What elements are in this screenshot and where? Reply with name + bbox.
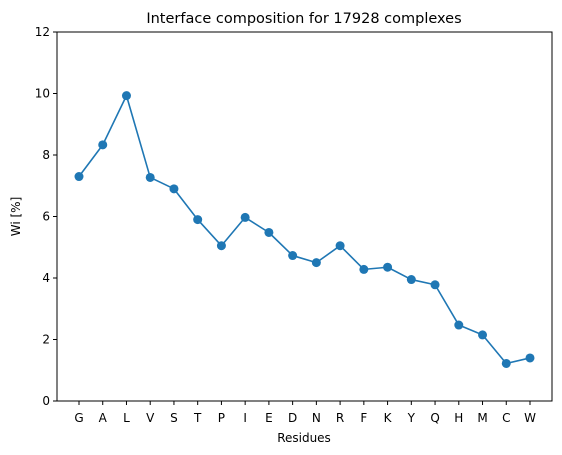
data-point-I [240, 212, 250, 222]
data-point-C [501, 358, 511, 368]
data-point-K [383, 262, 393, 272]
y-tick-label: 0 [42, 394, 50, 408]
data-point-G [74, 172, 84, 182]
x-tick-label: G [74, 411, 83, 425]
y-axis-label: Wi [%] [9, 197, 23, 237]
x-tick-label: W [524, 411, 536, 425]
x-tick-label: P [218, 411, 225, 425]
series-layer [74, 91, 535, 368]
y-tick-label: 2 [42, 333, 50, 347]
data-point-W [525, 353, 535, 363]
x-tick-label: C [502, 411, 510, 425]
x-tick-label: L [123, 411, 130, 425]
x-tick-label: Q [430, 411, 439, 425]
data-point-Q [430, 280, 440, 290]
x-tick-label: A [99, 411, 108, 425]
y-tick-label: 8 [42, 148, 50, 162]
data-point-L [121, 91, 131, 101]
y-tick-label: 12 [35, 25, 50, 39]
x-axis-label: Residues [277, 431, 331, 445]
data-point-E [264, 227, 274, 237]
x-tick-label: K [384, 411, 393, 425]
x-tick-label: F [360, 411, 367, 425]
data-point-H [454, 320, 464, 330]
data-point-M [478, 330, 488, 340]
chart-title: Interface composition for 17928 complexe… [146, 11, 461, 27]
data-point-A [98, 140, 108, 150]
plot-frame [56, 31, 553, 402]
x-tick-label: H [454, 411, 463, 425]
x-tick-label: T [193, 411, 202, 425]
y-axis-ticks: 0 2 4 6 8 10 12 [35, 25, 57, 408]
x-tick-label: N [312, 411, 321, 425]
x-tick-label: S [170, 411, 178, 425]
data-point-S [169, 184, 179, 194]
x-tick-label: Y [407, 411, 416, 425]
data-point-V [145, 172, 155, 182]
data-point-F [359, 264, 369, 274]
data-point-T [193, 215, 203, 225]
x-tick-label: E [265, 411, 273, 425]
y-tick-label: 6 [42, 210, 50, 224]
data-point-N [311, 258, 321, 268]
x-tick-label: I [243, 411, 247, 425]
x-tick-label: R [336, 411, 344, 425]
x-tick-label: V [146, 411, 155, 425]
y-tick-label: 4 [42, 271, 50, 285]
data-point-D [288, 251, 298, 261]
data-point-P [216, 241, 226, 251]
data-point-Y [406, 275, 416, 285]
x-tick-label: M [477, 411, 487, 425]
data-point-R [335, 241, 345, 251]
x-tick-label: D [288, 411, 297, 425]
y-tick-label: 10 [35, 87, 50, 101]
